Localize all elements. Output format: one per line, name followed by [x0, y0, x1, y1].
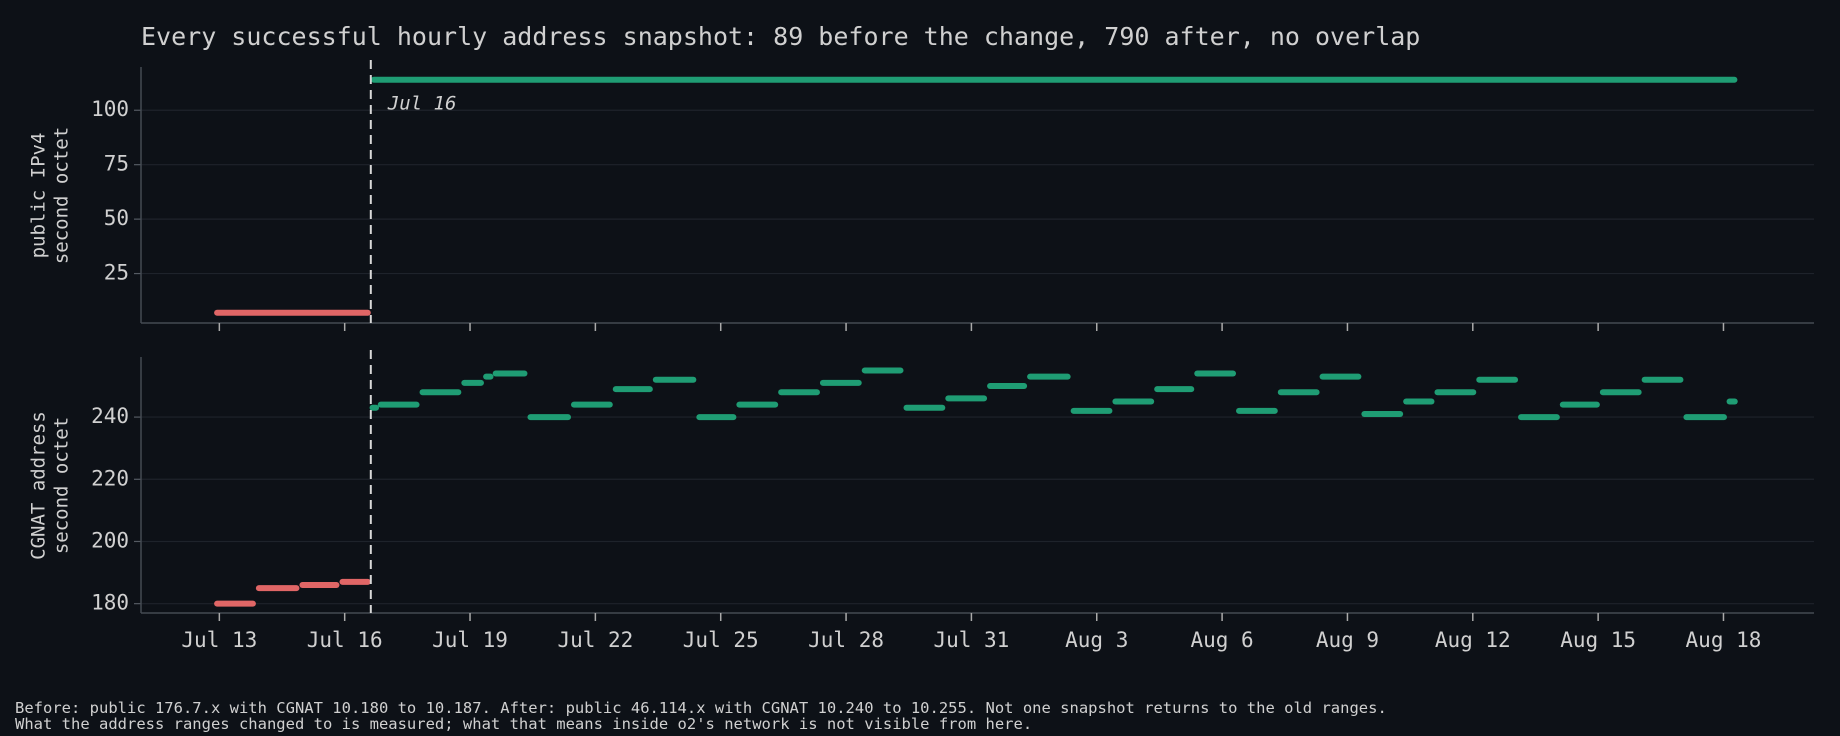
y-axis-label: second octet — [51, 127, 73, 264]
x-tick-label: Aug 9 — [1316, 628, 1379, 652]
x-tick-label: Aug 15 — [1560, 628, 1636, 652]
y-tick-label: 200 — [91, 528, 129, 552]
x-tick-label: Jul 22 — [557, 628, 633, 652]
y-tick-label: 25 — [104, 261, 129, 285]
x-tick-label: Jul 31 — [933, 628, 1009, 652]
x-tick-label: Jul 16 — [307, 628, 383, 652]
footnote: Before: public 176.7.x with CGNAT 10.180… — [15, 699, 1387, 717]
x-tick-label: Jul 13 — [181, 628, 257, 652]
x-tick-label: Aug 12 — [1435, 628, 1511, 652]
annotation: Jul 16 — [387, 93, 457, 115]
y-axis-label: second octet — [51, 417, 73, 554]
y-tick-label: 100 — [91, 97, 129, 121]
footnote: What the address ranges changed to is me… — [15, 715, 1033, 733]
y-tick-label: 180 — [91, 591, 129, 615]
x-tick-label: Aug 18 — [1686, 628, 1762, 652]
x-tick-label: Jul 28 — [808, 628, 884, 652]
y-tick-label: 240 — [91, 404, 129, 428]
y-axis-label: CGNAT address — [28, 411, 50, 560]
y-tick-label: 50 — [104, 206, 129, 230]
x-tick-label: Jul 19 — [432, 628, 508, 652]
chart-title: Every successful hourly address snapshot… — [141, 22, 1420, 51]
x-tick-label: Aug 3 — [1065, 628, 1128, 652]
y-tick-label: 220 — [91, 466, 129, 490]
x-tick-label: Aug 6 — [1190, 628, 1253, 652]
chart: Every successful hourly address snapshot… — [28, 22, 1814, 652]
x-tick-label: Jul 25 — [683, 628, 759, 652]
y-axis-label: public IPv4 — [28, 133, 50, 259]
y-tick-label: 75 — [104, 152, 129, 176]
